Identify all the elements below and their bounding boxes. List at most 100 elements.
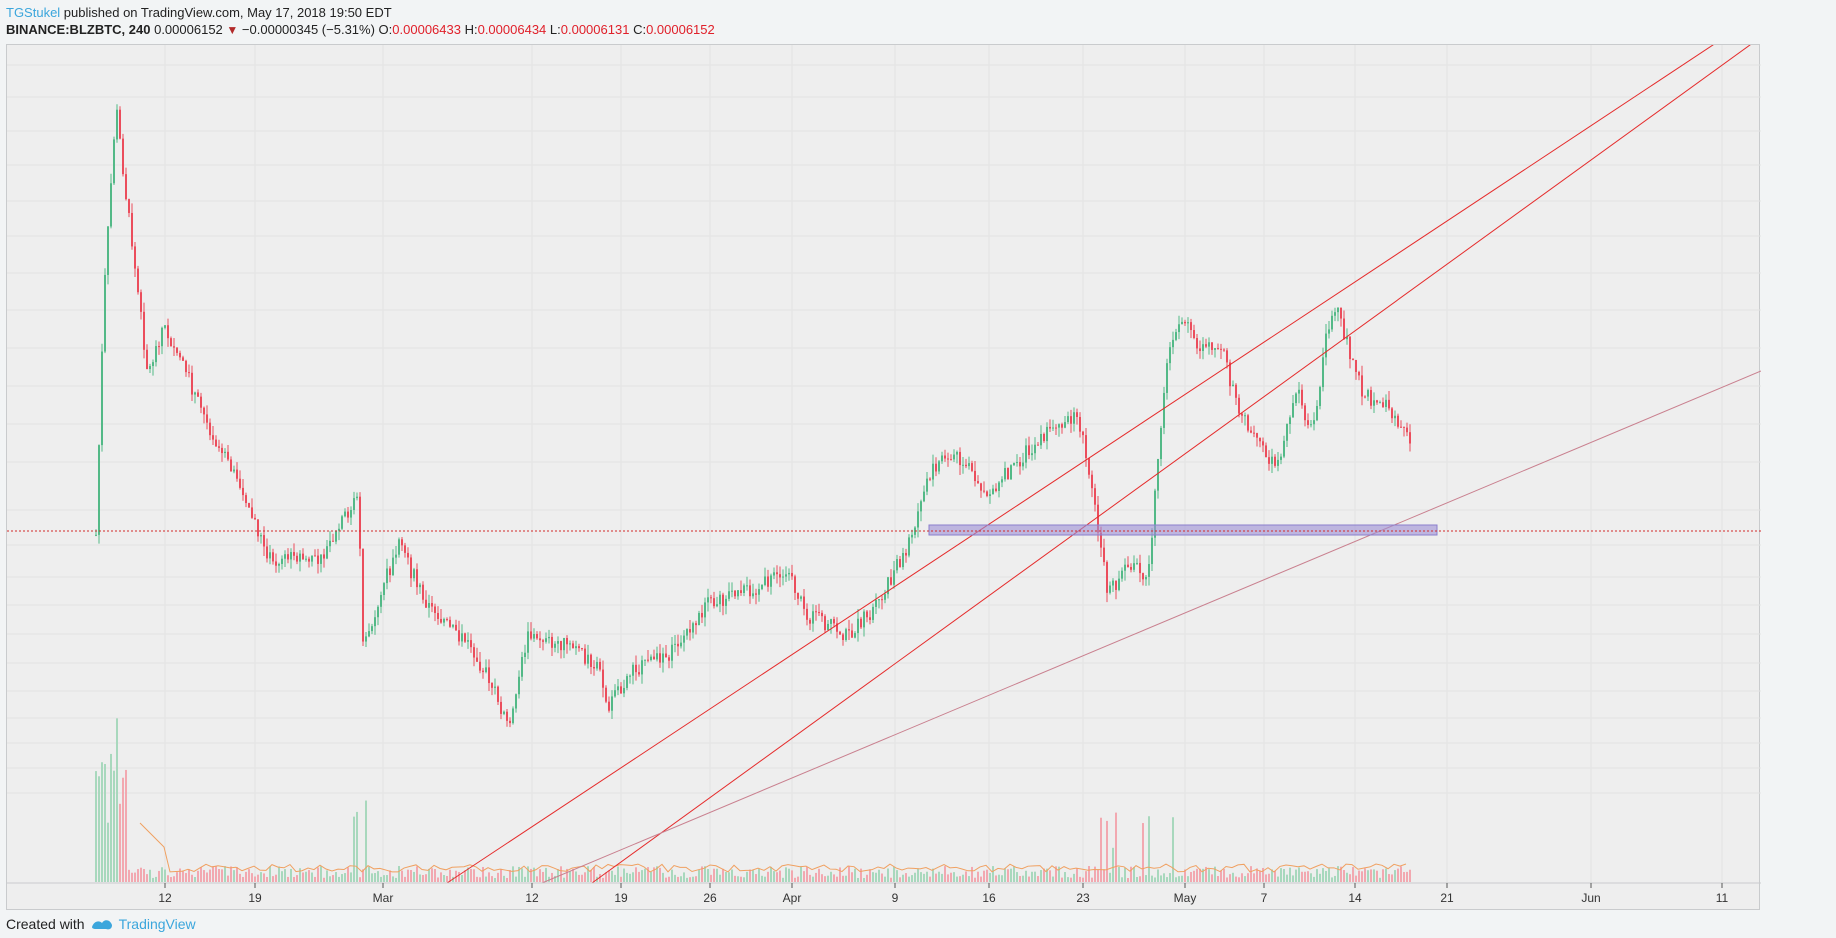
volume-bar (1163, 873, 1165, 882)
candle-body (545, 638, 547, 642)
volume-bar (1298, 867, 1300, 882)
time-tick-label: 21 (1440, 891, 1454, 905)
volume-bar (212, 866, 214, 882)
volume-bar (485, 876, 487, 882)
volume-bar (578, 874, 580, 882)
candle-body (809, 619, 811, 624)
candle-body (1283, 440, 1285, 457)
candle-body (332, 540, 334, 542)
candle-body (1094, 488, 1096, 505)
candle-body (1154, 490, 1156, 538)
volume-bar (731, 869, 733, 882)
candle-body (596, 661, 598, 669)
volume-bar (200, 867, 202, 882)
candle-body (752, 593, 754, 597)
price-chart[interactable]: 0.000115000.000110000.000105000.00010000… (7, 45, 1761, 911)
volume-bar (779, 870, 781, 882)
candle-body (293, 552, 295, 556)
volume-bar (1124, 868, 1126, 882)
volume-bar (1073, 873, 1075, 882)
volume-bar (710, 874, 712, 882)
volume-bar (881, 873, 883, 882)
volume-bar (842, 875, 844, 882)
volume-bar (833, 874, 835, 882)
candle-body (281, 558, 283, 564)
candle-body (722, 594, 724, 606)
volume-bar (1094, 866, 1096, 882)
candle-body (479, 661, 481, 671)
candle-body (782, 576, 784, 578)
volume-bar (239, 873, 241, 882)
volume-bar (758, 868, 760, 882)
candle-body (1061, 424, 1063, 428)
candle-body (1289, 417, 1291, 425)
candle-body (1325, 333, 1327, 358)
volume-bar (980, 876, 982, 882)
volume-bar (620, 876, 622, 882)
volume-bar (1400, 866, 1402, 882)
candle-body (1238, 397, 1240, 414)
candle-body (674, 643, 676, 645)
volume-bar (845, 875, 847, 882)
candle-body (248, 503, 250, 508)
support-zone-rectangle[interactable] (928, 524, 1438, 536)
candle-body (1409, 432, 1411, 444)
volume-bar (1001, 875, 1003, 882)
candle-body (917, 511, 919, 528)
volume-bar (1178, 876, 1180, 882)
volume-bar (95, 771, 97, 882)
volume-bar (1103, 869, 1105, 882)
volume-bar (308, 870, 310, 882)
candle-body (911, 534, 913, 538)
candle-body (779, 574, 781, 578)
candle-body (794, 576, 796, 593)
volume-bar (269, 866, 271, 882)
tradingview-link[interactable]: TradingView (118, 916, 196, 932)
candle-body (320, 554, 322, 564)
volume-bar (1376, 870, 1378, 882)
volume-bar (1028, 876, 1030, 882)
candle-body (233, 469, 235, 472)
drawings[interactable] (7, 45, 1761, 884)
last-price: 0.00006152 (154, 22, 223, 37)
symbol-label[interactable]: BINANCE:BLZBTC, 240 (6, 22, 151, 37)
volume-bar (506, 877, 508, 882)
candle-body (620, 686, 622, 694)
volume-bar (1394, 870, 1396, 882)
candle-body (566, 637, 568, 645)
volume-bar (1223, 868, 1225, 882)
candle-body (389, 568, 391, 576)
volume-bar (509, 870, 511, 882)
candle-body (416, 569, 418, 588)
volume-bar (872, 872, 874, 882)
author-link[interactable]: TGStukel (6, 5, 61, 20)
candle-body (1370, 390, 1372, 406)
candle-body (995, 488, 997, 491)
volume-bar (638, 871, 640, 882)
volume-bar (389, 870, 391, 882)
candle-body (1280, 456, 1282, 460)
candle-body (200, 396, 202, 408)
volume-bar (1217, 876, 1219, 882)
volume-bar (944, 866, 946, 882)
candle-body (572, 643, 574, 649)
volume-bar (110, 753, 112, 882)
candle-body (833, 619, 835, 624)
upper-trendline[interactable] (446, 45, 1725, 884)
time-axis[interactable]: 12 19 Mar 12 19 26 Apr 9 16 23 May 7 14 21 Jun 11 (158, 883, 1729, 905)
volume-bar (128, 869, 130, 882)
candle-body (1190, 322, 1192, 331)
volume-bar (1319, 873, 1321, 882)
volume-bar (998, 874, 1000, 882)
volume-bar (1079, 876, 1081, 882)
chart-pane[interactable]: 0.000115000.000110000.000105000.00010000… (6, 44, 1761, 911)
candle-body (1241, 413, 1243, 416)
channel-trendline[interactable] (591, 45, 1761, 884)
candle-body (404, 545, 406, 553)
candle-body (1016, 462, 1018, 464)
candle-body (173, 346, 175, 348)
support-trendline[interactable] (541, 370, 1761, 884)
volume-bar (836, 876, 838, 882)
candle-body (920, 501, 922, 512)
volume-bar (407, 869, 409, 882)
